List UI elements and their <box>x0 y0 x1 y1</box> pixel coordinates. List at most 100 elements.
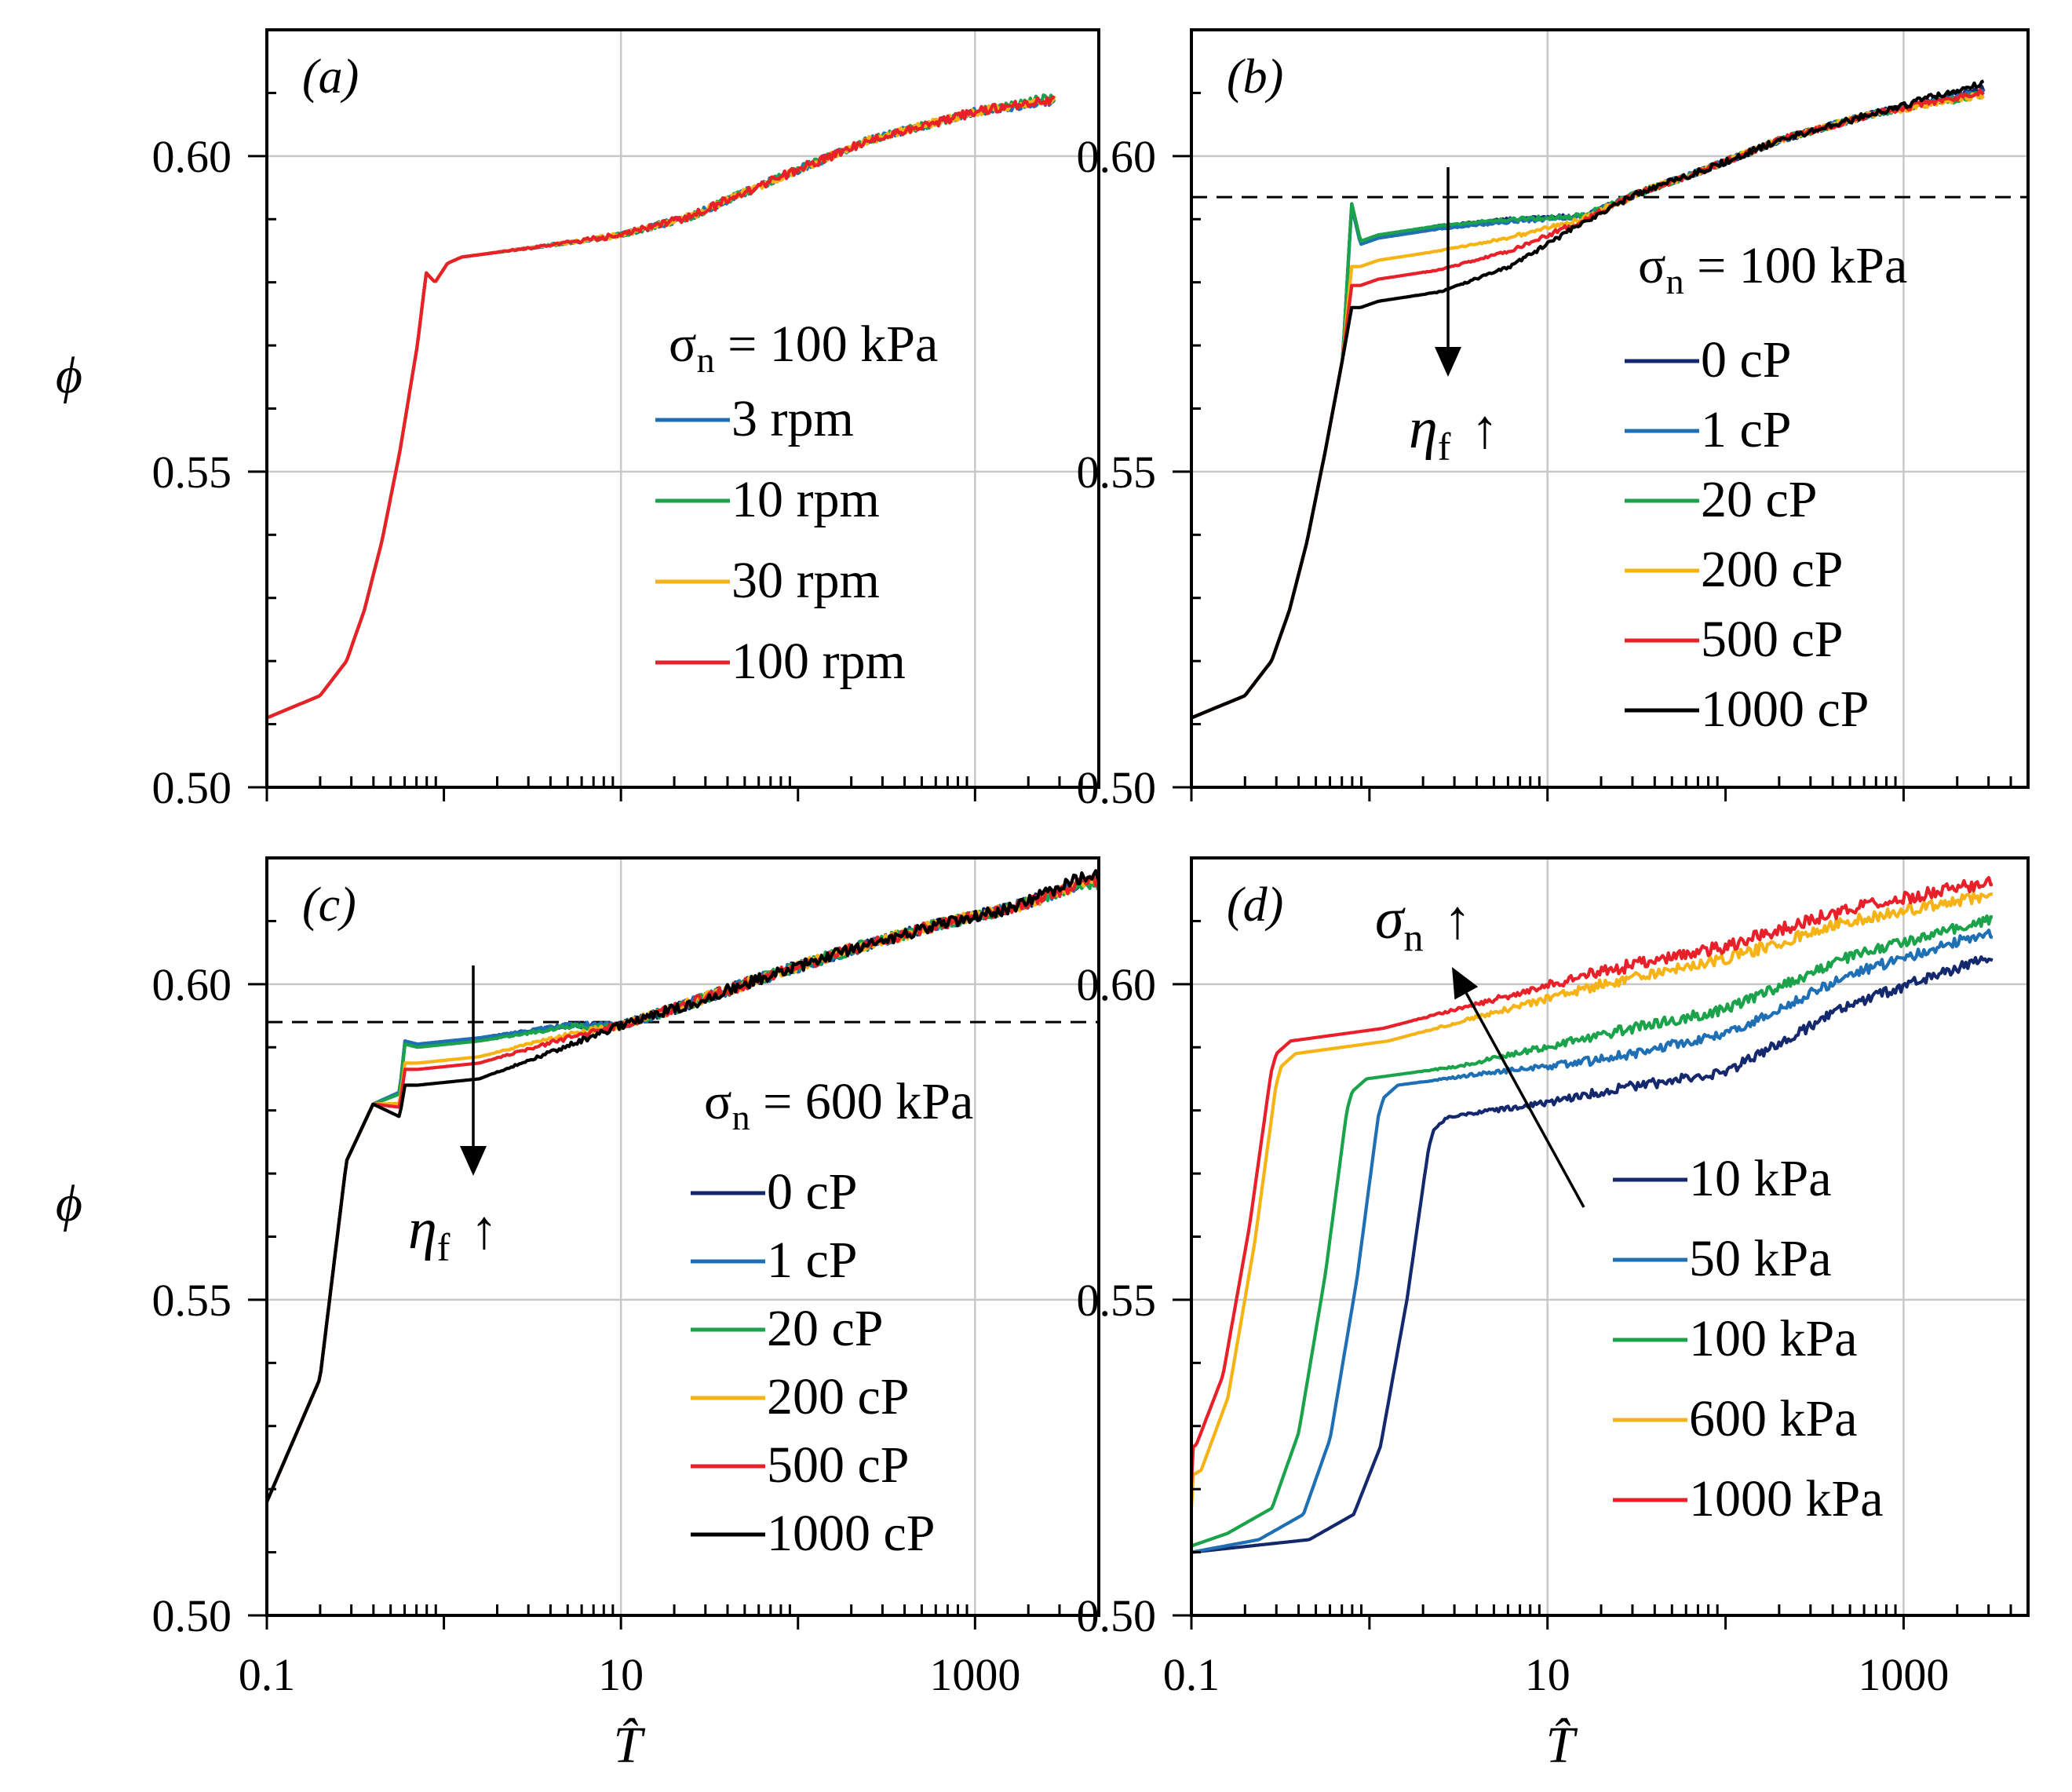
panel-label: (a) <box>302 50 359 104</box>
legend-title-value: = 600 kPa <box>750 1073 974 1130</box>
plot-frame <box>265 856 1100 1617</box>
legend-title-subscript: n <box>732 1097 750 1137</box>
series-line-1000-kPa <box>1191 876 1994 1484</box>
series-line-3-rpm <box>267 98 1056 720</box>
series-line-20-cP <box>267 876 1099 1503</box>
x-tick-label: 1000 <box>1858 1649 1949 1700</box>
annotation-label: σn ↑ <box>1375 887 1472 959</box>
legend-entry: 1 cP <box>1701 401 1792 458</box>
legend-title: σn = 100 kPa <box>669 316 938 380</box>
x-axis-label-left: T̂ <box>614 1717 646 1774</box>
annotation-subscript: n <box>1404 915 1424 959</box>
panel-label: (b) <box>1227 50 1283 104</box>
panel-label: (d) <box>1227 878 1283 932</box>
x-tick-label: 1000 <box>929 1649 1020 1700</box>
tick-marks <box>248 856 1100 1630</box>
y-axis-label-bottom: ϕ <box>56 1175 82 1232</box>
legend-title-value: = 100 kPa <box>1684 237 1908 294</box>
legend-entry: 1 cP <box>767 1232 858 1289</box>
panel-a: 0.60 0.55 0.50 (a) σn = 100 kPa 3 rpm 10 rpm 30… <box>152 28 1100 813</box>
series-line-30-rpm <box>267 95 1056 720</box>
legend-entry: 10 kPa <box>1689 1150 1832 1207</box>
legend-title-subscript: n <box>697 340 715 380</box>
series-line-100-rpm <box>267 95 1056 720</box>
x-tick-label: 0.1 <box>239 1649 296 1700</box>
annotation-arrowhead <box>1452 967 1479 1000</box>
y-tick-label: 0.55 <box>152 447 232 498</box>
legend-entry: 500 cP <box>1701 611 1844 668</box>
y-tick-label: 0.50 <box>1077 762 1157 813</box>
x-tick-label: 10 <box>1525 1649 1570 1700</box>
legend-entry: 0 cP <box>1701 331 1792 389</box>
legend-entry: 20 cP <box>1701 471 1818 528</box>
annotation-arrowhead <box>1435 347 1461 377</box>
series-line-10-kPa <box>1191 955 1994 1554</box>
legend-title-subscript: n <box>1666 261 1684 301</box>
series-line-600-kPa <box>1191 891 1993 1509</box>
y-tick-label: 0.55 <box>152 1275 232 1326</box>
y-tick-label: 0.50 <box>1077 1590 1157 1641</box>
series-line-200-cP <box>1191 92 1986 720</box>
y-tick-label: 0.50 <box>152 1590 232 1641</box>
series-line-500-cP <box>267 874 1099 1503</box>
series-line-50-kPa <box>1191 929 1994 1554</box>
legend-entry: 1000 cP <box>1701 681 1870 738</box>
series-line-1-cP <box>267 875 1099 1503</box>
grid <box>265 30 1099 787</box>
legend-entry: 200 cP <box>1701 541 1844 598</box>
annotation-symbol: η <box>408 1197 437 1261</box>
y-tick-label: 0.60 <box>152 131 232 182</box>
annotation-up-arrow: ↑ <box>1444 890 1472 951</box>
y-tick-label: 0.55 <box>1077 1275 1157 1326</box>
legend-title: σn = 600 kPa <box>704 1073 973 1137</box>
series-line-200-cP <box>267 873 1099 1503</box>
annotation-arrow-shaft <box>1465 992 1585 1208</box>
x-axis-label-right: T̂ <box>1546 1717 1578 1774</box>
y-tick-label: 0.50 <box>152 762 232 813</box>
series-line-1-cP <box>1191 89 1986 720</box>
annotation-label: ηf ↑ <box>408 1197 498 1269</box>
legend-title-symbol: σ <box>669 316 697 373</box>
panel-label: (c) <box>302 878 356 932</box>
grid <box>1190 30 2028 787</box>
legend-title-symbol: σ <box>1638 237 1666 294</box>
legend-entry: 20 cP <box>767 1300 884 1357</box>
tick-marks <box>1173 28 2030 801</box>
series-group <box>267 93 1056 720</box>
panel-b: 0.60 0.55 0.50 (b) σn = 100 kPa 0 cP 1 cP 20 cP… <box>1077 28 2030 813</box>
legend-entry: 600 kPa <box>1689 1390 1858 1447</box>
annotation-label: ηf ↑ <box>1409 396 1498 469</box>
legend-entry: 100 rpm <box>731 633 906 690</box>
y-tick-label: 0.60 <box>152 959 232 1010</box>
tick-marks <box>1173 856 2030 1630</box>
legend-title-value: = 100 kPa <box>715 316 939 373</box>
legend-title: σn = 100 kPa <box>1638 237 1907 301</box>
series-line-20-cP <box>1191 91 1984 720</box>
plot-frame <box>265 28 1100 789</box>
y-tick-label: 0.55 <box>1077 447 1157 498</box>
annotation-subscript: f <box>1438 425 1451 469</box>
annotation-up-arrow: ↑ <box>470 1200 498 1261</box>
annotation-symbol: η <box>1409 396 1438 461</box>
legend-entry: 100 kPa <box>1689 1310 1858 1367</box>
y-tick-label: 0.60 <box>1077 959 1157 1010</box>
legend-entry: 10 rpm <box>731 471 880 528</box>
series-group <box>1191 79 1986 720</box>
legend-entry: 200 cP <box>767 1368 910 1425</box>
annotation-up-arrow: ↑ <box>1471 400 1498 460</box>
panel-c: 0.60 0.55 0.500.1 10 1000 (c) σn = 600 kPa 0 cP… <box>152 856 1100 1700</box>
legend-entry: 1000 kPa <box>1689 1470 1884 1527</box>
legend-entry: 500 cP <box>767 1436 910 1494</box>
plot-frame <box>1190 28 2030 789</box>
series-group <box>267 869 1099 1503</box>
series-line-0-cP <box>267 873 1099 1503</box>
legend-entry: 1000 cP <box>767 1505 936 1562</box>
legend-entry: 3 rpm <box>731 390 854 447</box>
series-line-100-kPa <box>1191 914 1994 1548</box>
legend-entry: 30 rpm <box>731 552 880 609</box>
y-axis-label-top: ϕ <box>56 347 82 404</box>
x-tick-label: 10 <box>598 1649 644 1700</box>
annotation-arrowhead <box>460 1146 487 1176</box>
annotation-subscript: f <box>437 1225 451 1269</box>
